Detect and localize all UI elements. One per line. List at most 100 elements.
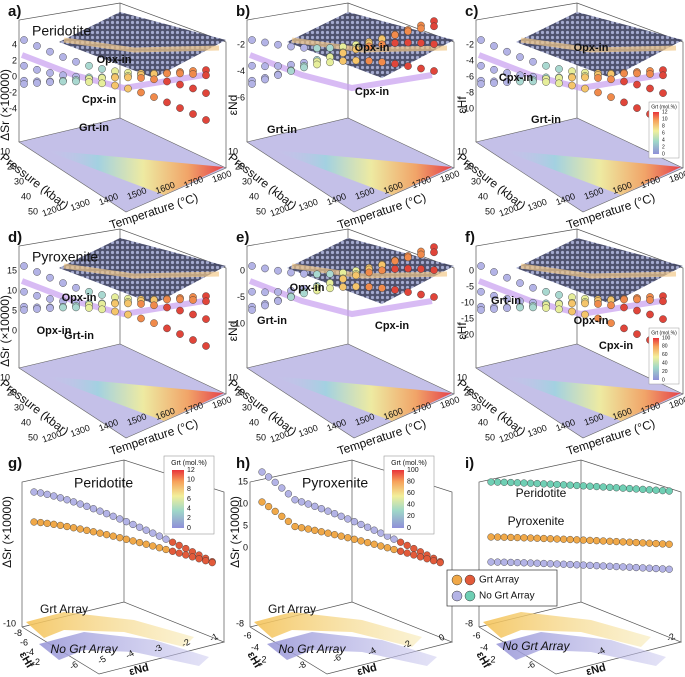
model-point [606,537,614,545]
floor-projection [272,150,452,195]
model-point [573,561,581,569]
panel: b)εNd-2-4-6Opx-inCpx-inGrt-in1020304050P… [226,2,461,232]
model-point [63,496,71,504]
model-point [124,73,132,82]
model-point [490,268,498,276]
model-point [416,553,425,561]
pressure-tick-label: 30 [471,402,481,412]
model-point [163,303,171,312]
pressure-tick-label: 50 [256,206,266,216]
model-point [124,310,132,319]
colorbar-title: Grt (mol.%) [391,460,427,467]
model-point [20,36,28,44]
floor-projection [501,376,681,421]
model-point [50,492,58,500]
model-point [633,330,641,338]
floor-projection [44,376,224,421]
model-point [397,547,405,555]
model-point [83,526,91,534]
nd-axis-label: εNd [128,662,150,677]
pressure-tick-label: 10 [228,146,238,156]
z-axis-label: εHf [455,322,469,340]
phase-annotation: Opx-in [37,325,72,337]
phase-annotation: Grt-in [257,315,287,327]
panel: g) Peridotite ΔSr (×10000) Grt Array No Grt … [0,455,226,677]
model-point [122,518,131,526]
colorbar-tick-label: 10 [662,116,668,122]
model-point [503,78,511,86]
pressure-tick-label: 20 [235,161,245,171]
pressure-tick-label: 40 [21,417,31,427]
model-point [324,529,332,537]
model-point [124,84,132,93]
model-point [129,520,137,529]
model-point [189,310,197,319]
model-point [606,562,614,570]
z-tick-label: -10 [461,103,474,113]
model-point [83,502,91,510]
model-point [271,507,279,515]
model-point [529,77,537,86]
model-point [581,84,589,93]
model-point [311,526,319,534]
model-point [46,69,54,77]
model-point [326,58,334,67]
model-point [652,564,660,573]
model-point [43,490,51,498]
model-point [352,282,360,291]
model-point [313,44,321,53]
model-point [189,84,197,93]
model-point [516,77,524,86]
model-point [271,478,279,486]
panel: i) Peridotite Pyroxenite Grt Array No Grt Ar… [446,455,683,677]
model-point [111,73,119,82]
z-axis-label: ΔSr (×10000) [228,496,242,568]
panel-label: b) [236,3,250,20]
model-point [383,544,392,552]
model-point [155,532,164,540]
model-point [633,69,641,78]
pressure-tick-label: 20 [7,161,17,171]
model-point [477,262,485,270]
model-point [490,65,498,74]
model-point [50,520,58,528]
model-point [566,481,574,489]
model-point [300,63,308,72]
hf-tick-label: -8 [14,628,22,638]
z-tick-label: 2 [12,55,17,65]
model-point [436,559,444,567]
model-point [507,478,515,487]
model-point [189,70,197,78]
model-point [344,534,352,542]
model-point [43,519,51,527]
surface-mesh [59,238,226,304]
annotation: Peridotite [516,486,567,500]
model-point [586,536,594,544]
hf-axis-label: εHf [474,650,493,671]
floor-projection [501,150,681,195]
model-point [175,541,183,549]
model-point [404,38,412,47]
model-point [645,486,654,494]
colorbar-tick-label: 60 [662,352,668,358]
model-point [258,498,266,506]
pressure-tick-label: 40 [478,191,488,201]
panel: f) εHf 0 -5 -10 -15 -20 Opx-in Grt-in Cpx-in 10 20 3… [455,228,685,458]
model-point [620,295,628,304]
annotation: Pyroxenite [508,514,565,528]
model-point [33,305,41,313]
model-point [516,303,524,312]
pressure-tick-label: 10 [457,372,467,382]
temperature-tick-label: 1200 [269,428,291,444]
surface-mesh [59,12,226,78]
model-point [526,559,535,567]
model-point [274,266,282,275]
legend-swatch [464,590,476,602]
pressure-tick-label: 40 [478,417,488,427]
panel-label: f) [465,229,475,246]
nd-tick-label: -4 [366,645,378,658]
model-point [150,301,158,310]
z-axis-label: ΔSr (×10000) [0,295,12,367]
model-point [477,36,485,44]
